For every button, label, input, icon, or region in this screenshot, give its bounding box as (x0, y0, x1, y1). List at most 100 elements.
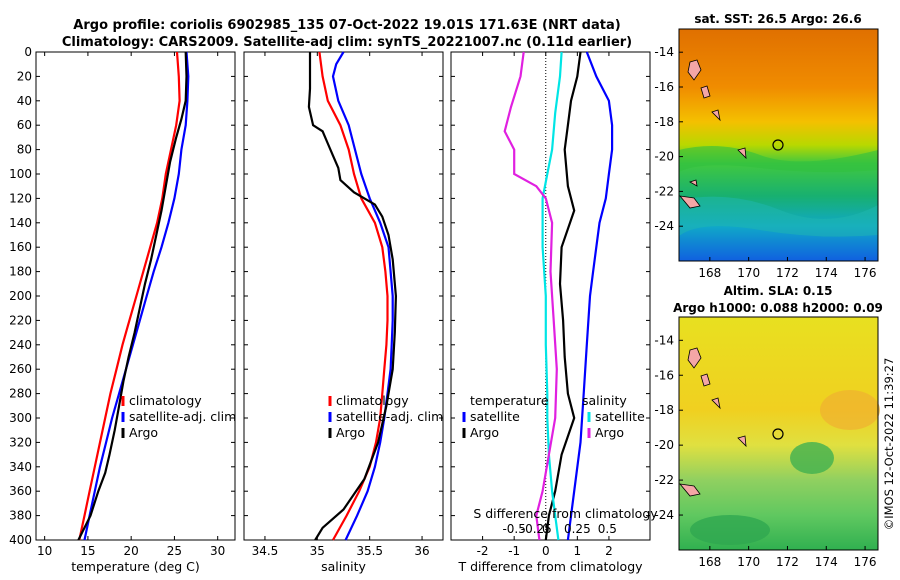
sst-cool-band (679, 196, 878, 237)
sla-ticks-ytick-label: -16 (654, 368, 674, 382)
depth-tick-label: 180 (9, 265, 32, 279)
sla-ticks-ytick-label: -20 (654, 438, 674, 452)
salinity-legend-label: satellite-adj. clim (336, 409, 443, 424)
depth-tick-label: 20 (17, 69, 32, 83)
diff-legend-t-label: satellite (470, 409, 520, 424)
sst-ticks-xtick-label: 176 (854, 266, 877, 280)
depth-tick-label: 60 (17, 118, 32, 132)
sst-ticks-xtick-label: 174 (815, 266, 838, 280)
diff-legend-s-label: satellite (595, 409, 645, 424)
sla-ticks-ytick-label: -18 (654, 403, 674, 417)
temperature-panel: 10 15 20 25 30 temperature (deg C) 0 20 40 60 80 10… (9, 45, 236, 574)
depth-tick-label: 360 (9, 484, 32, 498)
diff-xtick2-label: 0.25 (564, 522, 591, 536)
salinity-legend-label: Argo (336, 425, 365, 440)
sla-low-anomaly (790, 442, 834, 474)
sst-ticks-xtick-label: 170 (737, 266, 760, 280)
sst-islands (679, 59, 747, 209)
difference-xlabel: T difference from climatology (457, 559, 643, 574)
depth-tick-label: 0 (24, 45, 32, 59)
title-line-1: Argo profile: coriolis 6902985_135 07-Oc… (73, 18, 620, 33)
depth-tick-label: 240 (9, 338, 32, 352)
diff-xtick2-label: -0.25 (521, 522, 552, 536)
temperature-xtick-label: 15 (80, 544, 95, 558)
salinity-xlabel: salinity (321, 559, 366, 574)
sst-ticks-ytick-label: -20 (654, 150, 674, 164)
sst-argo-location (772, 139, 784, 151)
temperature-xtick-label: 10 (37, 544, 52, 558)
temperature-xtick-label: 25 (167, 544, 182, 558)
temperature-legend-label: climatology (129, 393, 202, 408)
sla-map-title-1: Altim. SLA: 0.15 (724, 284, 833, 298)
salinity-legend-label: climatology (336, 393, 409, 408)
depth-tick-label: 200 (9, 289, 32, 303)
sla-ticks-xtick-label: 174 (815, 555, 838, 569)
sst-map-frame (678, 28, 879, 262)
sst-ticks-ytick-label: -22 (654, 184, 674, 198)
difference-axes-frame (450, 51, 651, 541)
sst-ticks-ytick-label: -24 (654, 219, 674, 233)
temperature-legend-label: satellite-adj. clim (129, 409, 236, 424)
sla-map-title-2: Argo h1000: 0.088 h2000: 0.09 (673, 301, 883, 315)
diff-xlabel2: S difference from climatology (473, 506, 658, 521)
credit-text: ©IMOS 12-Oct-2022 11:39:27 (882, 358, 896, 531)
salinity-series-satellite-adj-clim (331, 51, 394, 541)
difference-xtick-label: -2 (477, 544, 489, 558)
sst-ticks-xtick-label: 168 (698, 266, 721, 280)
sla-map-frame (678, 316, 879, 551)
sla-low-anomaly-2 (690, 515, 770, 545)
sla-high-anomaly (820, 390, 880, 430)
salinity-xtick-label: 35.5 (356, 544, 383, 558)
sla-ticks-ytick-label: -22 (654, 473, 674, 487)
difference-series-t-satellite (566, 51, 614, 541)
diff-legend-s-title: salinity (582, 393, 627, 408)
depth-tick-label: 160 (9, 240, 32, 254)
difference-xtick-label: 1 (574, 544, 582, 558)
salinity-series-argo (307, 52, 398, 541)
salinity-xtick-label: 34.5 (252, 544, 279, 558)
temperature-legend-label: Argo (129, 425, 158, 440)
difference-xtick-label: 0 (542, 544, 550, 558)
sst-warm-band (679, 146, 878, 173)
difference-xtick-label: 2 (605, 544, 613, 558)
depth-tick-label: 400 (9, 533, 32, 547)
depth-tick-label: 320 (9, 435, 32, 449)
temperature-series-climatology (78, 51, 181, 541)
sla-ticks-ytick-label: -14 (654, 333, 674, 347)
difference-series-s-argo (503, 51, 558, 541)
title-line-2: Climatology: CARS2009. Satellite-adj cli… (62, 35, 632, 50)
salinity-xtick-label: 35 (310, 544, 325, 558)
diff-xtick2-label: -0.5 (502, 522, 525, 536)
difference-xtick-label: -1 (508, 544, 520, 558)
sla-ticks-xtick-label: 170 (737, 555, 760, 569)
depth-tick-label: 100 (9, 167, 32, 181)
depth-tick-label: 140 (9, 216, 32, 230)
sst-ticks-ytick-label: -14 (654, 45, 674, 59)
sst-map: sat. SST: 26.5 Argo: 26.6 168 170 172 174 17… (654, 12, 879, 280)
depth-tick-label: 380 (9, 509, 32, 523)
sst-map-title: sat. SST: 26.5 Argo: 26.6 (694, 12, 861, 26)
sla-islands (679, 347, 747, 497)
temperature-xtick-label: 30 (210, 544, 225, 558)
difference-series-s-satellite (541, 51, 563, 541)
sla-ticks-ytick-label: -24 (654, 508, 674, 522)
depth-tick-label: 300 (9, 411, 32, 425)
sla-ticks-xtick-label: 176 (854, 555, 877, 569)
temperature-series-argo (77, 51, 188, 541)
depth-tick-label: 280 (9, 387, 32, 401)
sla-ticks-xtick-label: 172 (776, 555, 799, 569)
difference-panel: -2 -1 0 1 2T difference from climatology temp… (450, 51, 658, 574)
salinity-panel: 34.5 35 35.5 36 salinity climatologysatellite… (243, 51, 444, 574)
diff-xtick2-label: 0.5 (598, 522, 617, 536)
sla-map: Altim. SLA: 0.15 Argo h1000: 0.088 h2000… (654, 284, 883, 569)
temperature-xtick-label: 20 (124, 544, 139, 558)
temperature-series-satellite-adj-clim (83, 51, 190, 541)
sla-field (679, 317, 878, 550)
sst-ticks-ytick-label: -16 (654, 80, 674, 94)
sst-ticks-xtick-label: 172 (776, 266, 799, 280)
depth-tick-label: 340 (9, 460, 32, 474)
diff-xtick2-label: 0 (542, 522, 550, 536)
depth-tick-label: 80 (17, 143, 32, 157)
sla-map-ticks: 168 170 172 174 176 -14 -16 -18 -20 -22 -24 (654, 333, 876, 569)
